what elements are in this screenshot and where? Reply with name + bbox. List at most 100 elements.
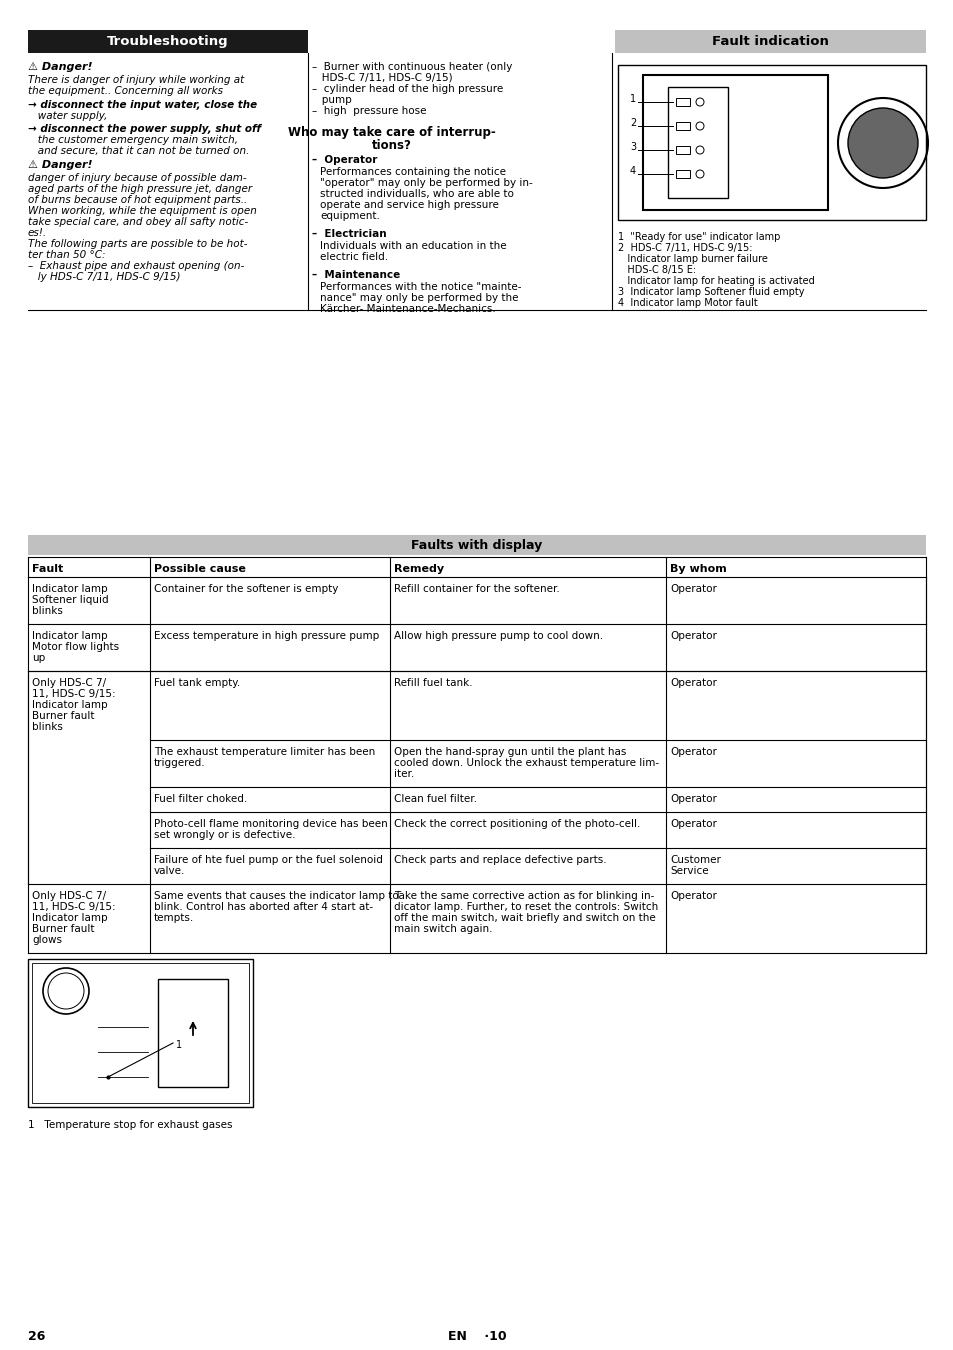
Bar xyxy=(676,122,689,130)
Text: Burner fault: Burner fault xyxy=(32,923,94,934)
Bar xyxy=(676,99,689,107)
Text: ly HDS-C 7/11, HDS-C 9/15): ly HDS-C 7/11, HDS-C 9/15) xyxy=(28,271,180,282)
Text: Indicator lamp: Indicator lamp xyxy=(32,701,108,710)
Text: Operator: Operator xyxy=(669,819,716,829)
Text: danger of injury because of possible dam-: danger of injury because of possible dam… xyxy=(28,173,247,184)
Text: Softener liquid: Softener liquid xyxy=(32,595,109,605)
Text: of burns because of hot equipment parts..: of burns because of hot equipment parts.… xyxy=(28,194,247,205)
Text: 2: 2 xyxy=(629,117,636,128)
Text: Operator: Operator xyxy=(669,891,716,900)
Text: There is danger of injury while working at: There is danger of injury while working … xyxy=(28,76,244,85)
Text: structed individualls, who are able to: structed individualls, who are able to xyxy=(319,189,514,198)
Text: Only HDS-C 7/: Only HDS-C 7/ xyxy=(32,891,106,900)
Text: take special care, and obey all safty notic-: take special care, and obey all safty no… xyxy=(28,217,248,227)
Text: –  cylinder head of the high pressure: – cylinder head of the high pressure xyxy=(312,84,503,95)
Text: blinks: blinks xyxy=(32,722,63,732)
Text: HDS-C 8/15 E:: HDS-C 8/15 E: xyxy=(618,265,696,275)
Text: ⚠ Danger!: ⚠ Danger! xyxy=(28,62,92,72)
Text: Open the hand-spray gun until the plant has: Open the hand-spray gun until the plant … xyxy=(394,747,626,757)
Text: Indicator lamp for heating is activated: Indicator lamp for heating is activated xyxy=(618,275,814,286)
Text: 11, HDS-C 9/15:: 11, HDS-C 9/15: xyxy=(32,902,115,913)
Text: Operator: Operator xyxy=(669,747,716,757)
Text: Photo-cell flame monitoring device has been: Photo-cell flame monitoring device has b… xyxy=(153,819,387,829)
Text: Service: Service xyxy=(669,865,708,876)
Text: 4: 4 xyxy=(629,166,636,176)
Text: Check the correct positioning of the photo-cell.: Check the correct positioning of the pho… xyxy=(394,819,639,829)
Text: Faults with display: Faults with display xyxy=(411,539,542,552)
Text: –  Maintenance: – Maintenance xyxy=(312,270,400,279)
Text: Performances containing the notice: Performances containing the notice xyxy=(319,167,505,177)
Text: pump: pump xyxy=(312,95,352,105)
Text: main switch again.: main switch again. xyxy=(394,923,492,934)
Text: Indicator lamp: Indicator lamp xyxy=(32,630,108,641)
Text: –  Exhaust pipe and exhaust opening (on-: – Exhaust pipe and exhaust opening (on- xyxy=(28,261,244,271)
Text: Fuel tank empty.: Fuel tank empty. xyxy=(153,678,240,688)
Text: Fuel filter choked.: Fuel filter choked. xyxy=(153,794,247,805)
Text: glows: glows xyxy=(32,936,62,945)
Text: 1  "Ready for use" indicator lamp: 1 "Ready for use" indicator lamp xyxy=(618,232,780,242)
Text: the equipment.. Concerning all works: the equipment.. Concerning all works xyxy=(28,86,223,96)
Text: Individuals with an education in the: Individuals with an education in the xyxy=(319,242,506,251)
Text: Who may take care of interrup-: Who may take care of interrup- xyxy=(288,126,496,139)
Text: Kärcher- Maintenance-Mechanics.: Kärcher- Maintenance-Mechanics. xyxy=(319,304,496,315)
Text: "operator" may only be performed by in-: "operator" may only be performed by in- xyxy=(319,178,532,188)
Text: the customer emergency main switch,: the customer emergency main switch, xyxy=(28,135,237,144)
Text: Remedy: Remedy xyxy=(394,564,444,574)
Text: Motor flow lights: Motor flow lights xyxy=(32,643,119,652)
Text: When working, while the equipment is open: When working, while the equipment is ope… xyxy=(28,207,256,216)
Text: Operator: Operator xyxy=(669,678,716,688)
Bar xyxy=(28,535,925,555)
Text: Troubleshooting: Troubleshooting xyxy=(107,35,229,49)
Text: The following parts are possible to be hot-: The following parts are possible to be h… xyxy=(28,239,247,248)
Text: Same events that causes the indicator lamp to: Same events that causes the indicator la… xyxy=(153,891,398,900)
Text: nance" may only be performed by the: nance" may only be performed by the xyxy=(319,293,518,302)
Text: The exhaust temperature limiter has been: The exhaust temperature limiter has been xyxy=(153,747,375,757)
Text: Refill fuel tank.: Refill fuel tank. xyxy=(394,678,472,688)
Text: → disconnect the power supply, shut off: → disconnect the power supply, shut off xyxy=(28,124,261,134)
Text: Take the same corrective action as for blinking in-: Take the same corrective action as for b… xyxy=(394,891,654,900)
Text: Burner fault: Burner fault xyxy=(32,711,94,721)
Text: Performances with the notice "mainte-: Performances with the notice "mainte- xyxy=(319,282,521,292)
Text: valve.: valve. xyxy=(153,865,185,876)
Bar xyxy=(642,76,827,211)
Text: blink. Control has aborted after 4 start at-: blink. Control has aborted after 4 start… xyxy=(153,902,373,913)
Text: 1: 1 xyxy=(629,95,636,104)
Text: Fault: Fault xyxy=(32,564,63,574)
Text: 4  Indicator lamp Motor fault: 4 Indicator lamp Motor fault xyxy=(618,298,757,308)
Bar xyxy=(28,30,308,53)
Text: Clean fuel filter.: Clean fuel filter. xyxy=(394,794,476,805)
Text: aged parts of the high pressure jet, danger: aged parts of the high pressure jet, dan… xyxy=(28,184,252,194)
Text: Operator: Operator xyxy=(669,794,716,805)
Text: –  Burner with continuous heater (only: – Burner with continuous heater (only xyxy=(312,62,512,72)
Text: By whom: By whom xyxy=(669,564,726,574)
Bar xyxy=(667,86,727,198)
Circle shape xyxy=(847,108,917,178)
Text: EN    ·10: EN ·10 xyxy=(447,1330,506,1343)
Text: Operator: Operator xyxy=(669,630,716,641)
Text: dicator lamp. Further, to reset the controls: Switch: dicator lamp. Further, to reset the cont… xyxy=(394,902,658,913)
Text: 1   Temperature stop for exhaust gases: 1 Temperature stop for exhaust gases xyxy=(28,1120,233,1130)
Text: water supply,: water supply, xyxy=(28,111,108,122)
Text: electric field.: electric field. xyxy=(319,252,388,262)
Text: equipment.: equipment. xyxy=(319,211,379,221)
Text: 1: 1 xyxy=(175,1040,182,1050)
Text: iter.: iter. xyxy=(394,769,414,779)
Bar xyxy=(618,65,925,220)
Text: ter than 50 °C:: ter than 50 °C: xyxy=(28,250,106,261)
Text: triggered.: triggered. xyxy=(153,757,206,768)
Text: es!.: es!. xyxy=(28,228,47,238)
Text: cooled down. Unlock the exhaust temperature lim-: cooled down. Unlock the exhaust temperat… xyxy=(394,757,659,768)
Text: Refill container for the softener.: Refill container for the softener. xyxy=(394,585,559,594)
Text: set wrongly or is defective.: set wrongly or is defective. xyxy=(153,830,295,840)
Bar xyxy=(676,146,689,154)
Text: Container for the softener is empty: Container for the softener is empty xyxy=(153,585,338,594)
Text: Fault indication: Fault indication xyxy=(711,35,828,49)
Text: up: up xyxy=(32,653,45,663)
Text: tions?: tions? xyxy=(372,139,412,153)
Text: → disconnect the input water, close the: → disconnect the input water, close the xyxy=(28,100,257,109)
Text: 3  Indicator lamp Softener fluid empty: 3 Indicator lamp Softener fluid empty xyxy=(618,288,803,297)
Text: –  high  pressure hose: – high pressure hose xyxy=(312,107,426,116)
Text: 11, HDS-C 9/15:: 11, HDS-C 9/15: xyxy=(32,688,115,699)
Text: and secure, that it can not be turned on.: and secure, that it can not be turned on… xyxy=(28,146,249,157)
Bar xyxy=(615,30,925,53)
